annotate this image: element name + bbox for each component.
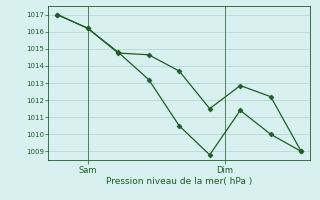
X-axis label: Pression niveau de la mer( hPa ): Pression niveau de la mer( hPa ) — [106, 177, 252, 186]
